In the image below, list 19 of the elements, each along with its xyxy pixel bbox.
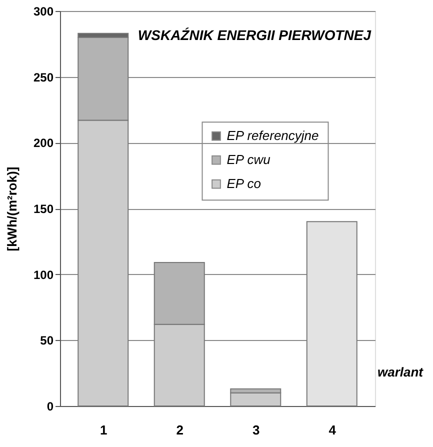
legend-label: EP referencyjne: [226, 128, 319, 144]
bar: [230, 392, 282, 406]
y-tick-label: 0: [46, 400, 54, 414]
y-axis-title: [kWh/(m²rok)]: [4, 166, 20, 252]
y-tick-label: 250: [33, 70, 54, 84]
legend-label: EP co: [226, 176, 261, 192]
x-tick-label: 1: [100, 422, 108, 438]
bar: [306, 221, 358, 406]
y-tick-label: 150: [33, 202, 54, 216]
x-tick-label: 4: [328, 422, 337, 438]
x-axis-title: warlant: [378, 364, 424, 380]
y-tick-label: 200: [33, 136, 54, 150]
y-tick-label: 300: [33, 4, 54, 18]
legend-label: EP cwu: [226, 152, 270, 168]
text: WSKAŹNIK ENERGII PIERWOTNEJ: [138, 27, 372, 43]
x-tick-label: 2: [176, 422, 184, 438]
y-tick-label: 100: [33, 268, 54, 282]
y-tick-label: 50: [40, 334, 54, 348]
x-tick-label: 3: [252, 422, 260, 438]
